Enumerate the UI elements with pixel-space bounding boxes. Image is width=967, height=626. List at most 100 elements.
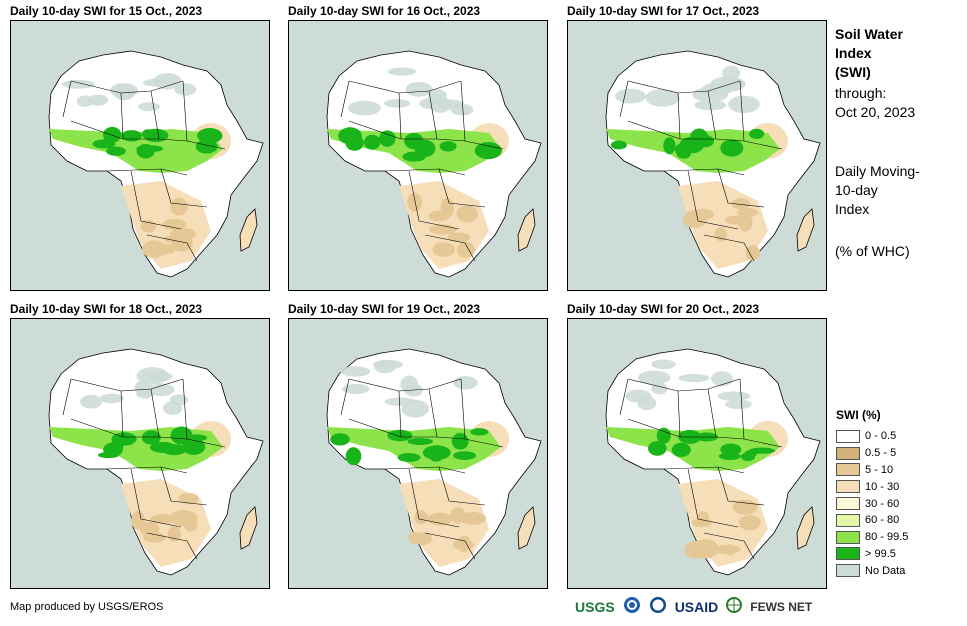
country-border <box>146 234 198 262</box>
nodata-area <box>340 366 371 377</box>
very-wet-patch <box>97 451 120 459</box>
country-border <box>428 388 438 438</box>
nodata-area <box>347 100 381 116</box>
units-label: (% of WHC) <box>835 243 910 259</box>
legend-item: 0 - 0.5 <box>836 428 908 445</box>
panel-title: Daily 10-day SWI for 19 Oct., 2023 <box>288 302 481 316</box>
legend-swatch <box>836 564 860 578</box>
country-border <box>677 390 681 438</box>
legend-item: 10 - 30 <box>836 478 908 495</box>
country-border <box>130 170 182 230</box>
country-border <box>619 378 629 416</box>
very-wet-patch <box>143 128 169 143</box>
dry-patch <box>163 234 191 244</box>
agency-logos: USGS USAID FEWS NET <box>575 596 812 618</box>
map-svg <box>289 21 547 290</box>
country-border <box>627 418 783 448</box>
dry-patch <box>142 240 167 259</box>
nodata-area <box>725 399 752 410</box>
country-border <box>120 92 124 140</box>
country-border <box>62 378 72 416</box>
africa-map <box>288 20 548 291</box>
dry-patch <box>427 512 453 526</box>
country-border <box>348 120 504 150</box>
dry-patch <box>738 213 753 232</box>
country-border <box>348 80 462 94</box>
map-svg <box>568 21 826 290</box>
legend-swatch <box>836 429 860 443</box>
panel-title: Daily 10-day SWI for 17 Oct., 2023 <box>567 4 760 18</box>
country-border <box>146 532 198 560</box>
very-wet-patch <box>748 447 776 454</box>
legend-title: SWI (%) <box>836 408 881 422</box>
nodata-area <box>76 95 94 107</box>
country-border <box>130 468 182 528</box>
very-wet-patch <box>92 139 116 149</box>
madagascar <box>239 208 258 252</box>
very-wet-patch <box>379 130 396 147</box>
legend-label: 80 - 99.5 <box>865 531 909 544</box>
nodata-area <box>387 67 417 76</box>
country-border <box>70 120 226 150</box>
panel-title: Daily 10-day SWI for 18 Oct., 2023 <box>10 302 203 316</box>
fews-net-logo: FEWS NET <box>750 600 813 614</box>
wet-band <box>606 427 780 471</box>
dry-patch <box>143 532 166 543</box>
very-wet-patch <box>439 141 457 152</box>
very-wet-patch <box>110 440 124 453</box>
very-wet-patch <box>610 140 627 150</box>
country-border <box>619 80 629 118</box>
nodata-area <box>450 103 474 116</box>
dry-patch <box>692 539 720 559</box>
country-border <box>408 170 460 230</box>
dry-patch <box>738 515 761 531</box>
legend-label: 0.5 - 5 <box>865 447 897 460</box>
madagascar <box>517 506 536 550</box>
noaa-logo <box>623 596 641 619</box>
very-wet-patch <box>161 444 187 456</box>
nodata-area <box>701 82 732 97</box>
country-border <box>120 390 124 438</box>
dry-patch <box>697 510 710 524</box>
nodata-area <box>109 83 138 98</box>
map-svg <box>568 319 826 588</box>
nodata-area <box>100 393 124 404</box>
nodata-area <box>342 383 370 395</box>
country-border <box>398 92 402 140</box>
africa-map <box>10 20 270 291</box>
country-border <box>707 388 717 438</box>
nodata-area <box>405 81 433 97</box>
dry-patch <box>440 197 454 218</box>
panel-title: Daily 10-day SWI for 20 Oct., 2023 <box>567 302 760 316</box>
dry-patch <box>413 532 432 545</box>
dry-patch <box>459 512 487 525</box>
country-border <box>348 378 462 392</box>
nodata-area <box>651 359 676 370</box>
very-wet-patch <box>338 127 362 145</box>
usgs-logo: USGS <box>575 599 615 615</box>
legend-swatch <box>836 463 860 477</box>
dry-patch <box>183 518 198 532</box>
very-wet-patch <box>170 426 193 445</box>
country-border <box>438 168 486 208</box>
very-wet-patch <box>103 126 122 143</box>
very-wet-patch <box>197 128 223 144</box>
country-border <box>707 90 717 140</box>
panel-title: Daily 10-day SWI for 15 Oct., 2023 <box>10 4 203 18</box>
country-border <box>460 80 466 142</box>
map-credit: Map produced by USGS/EROS <box>10 601 164 613</box>
legend-label: > 99.5 <box>865 547 896 560</box>
country-border <box>703 532 755 560</box>
country-border <box>703 234 755 262</box>
nodata-area <box>374 359 397 374</box>
nodata-area <box>148 383 175 397</box>
dry-patch <box>456 241 476 258</box>
dry-patch <box>723 544 737 556</box>
dry-patch <box>170 197 188 216</box>
country-border <box>160 466 208 506</box>
very-wet-patch <box>679 136 705 154</box>
dry-patch <box>178 492 199 505</box>
nodata-area <box>88 94 109 106</box>
legend-swatch <box>836 480 860 494</box>
dry-patch <box>452 539 474 550</box>
